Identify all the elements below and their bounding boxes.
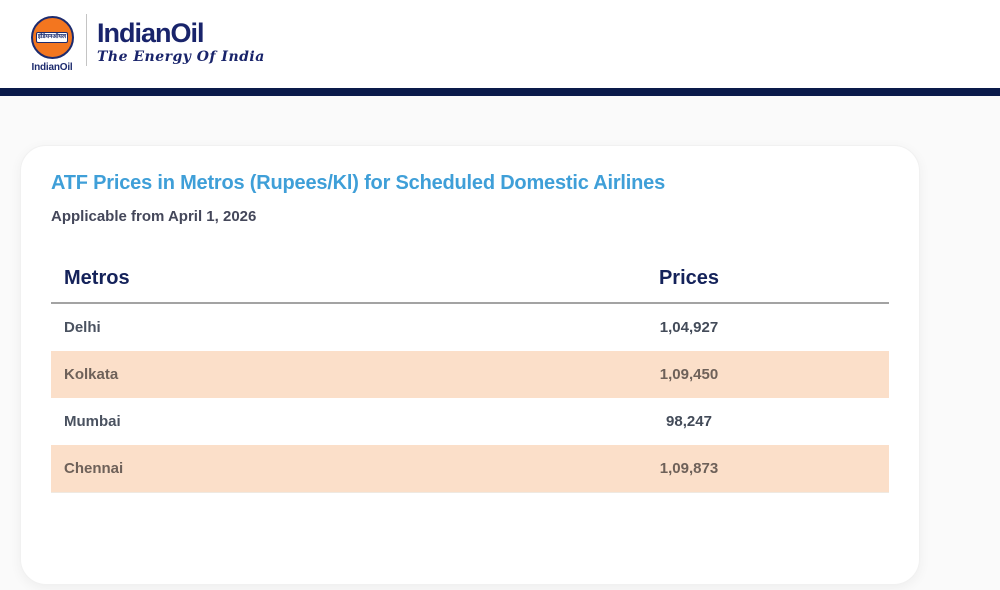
price-cell: 98,247 xyxy=(666,413,712,430)
table-header-row: Metros Prices xyxy=(51,254,889,304)
brand-tagline: The Energy Of India xyxy=(97,48,265,65)
table-row: Kolkata 1,09,450 xyxy=(51,351,889,398)
indianoil-logo[interactable]: इंडियनऑयल IndianOil IndianOil The Energy… xyxy=(24,14,265,74)
price-cell: 1,09,450 xyxy=(659,366,719,383)
navy-divider-bar xyxy=(0,88,1000,96)
table-row: Mumbai 98,247 xyxy=(51,398,889,445)
metro-cell: Kolkata xyxy=(64,366,119,383)
price-cell: 1,09,873 xyxy=(659,460,719,477)
brand-wordmark-block: IndianOil The Energy Of India xyxy=(97,18,265,65)
page-header: इंडियनऑयल IndianOil IndianOil The Energy… xyxy=(0,0,1000,88)
page-title: ATF Prices in Metros (Rupees/Kl) for Sch… xyxy=(51,172,665,194)
price-table: Metros Prices Delhi 1,04,927 Kolkata 1,0… xyxy=(51,254,889,493)
metro-cell: Chennai xyxy=(64,460,124,477)
emblem-label: IndianOil xyxy=(31,61,73,73)
table-row: Chennai 1,09,873 xyxy=(51,445,889,492)
indianoil-emblem: इंडियनऑयल IndianOil xyxy=(24,15,80,73)
atf-price-card: ATF Prices in Metros (Rupees/Kl) for Sch… xyxy=(20,145,920,585)
metro-cell: Delhi xyxy=(64,319,101,336)
price-cell: 1,04,927 xyxy=(659,319,719,336)
content-area: ATF Prices in Metros (Rupees/Kl) for Sch… xyxy=(0,96,1000,590)
metro-cell: Mumbai xyxy=(64,413,121,430)
indianoil-emblem-icon: इंडियनऑयल xyxy=(30,15,74,59)
emblem-hindi-text: इंडियनऑयल xyxy=(35,31,69,43)
brand-divider xyxy=(86,14,87,66)
effective-date: Applicable from April 1, 2026 xyxy=(51,208,257,225)
column-header-prices: Prices xyxy=(658,266,720,289)
table-row: Delhi 1,04,927 xyxy=(51,304,889,351)
column-header-metros: Metros xyxy=(64,266,130,289)
brand-wordmark: IndianOil xyxy=(97,17,205,48)
